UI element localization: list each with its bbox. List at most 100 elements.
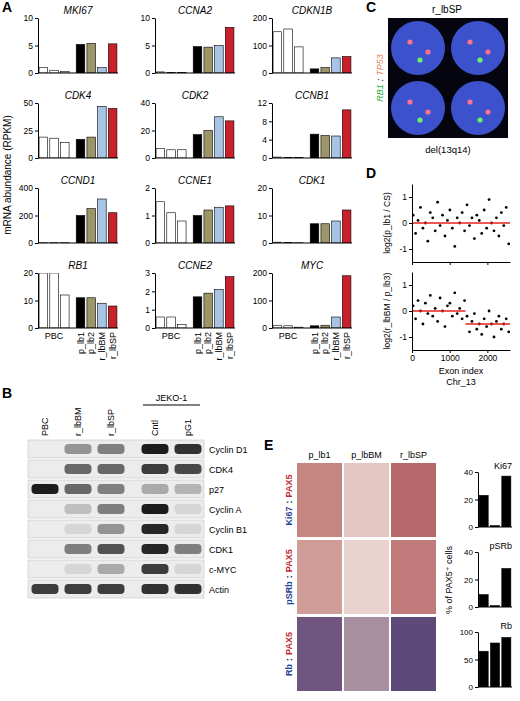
y-axis-line <box>38 104 39 159</box>
bars <box>39 106 117 158</box>
tick-mark <box>475 607 478 608</box>
y-axis-line <box>155 104 156 159</box>
tick-label: 8 <box>262 117 267 127</box>
tick: 50 <box>24 98 38 108</box>
tick: 400 <box>19 183 38 193</box>
y-axis-line <box>155 19 156 74</box>
plot-marks <box>412 198 510 248</box>
x-axis-line <box>413 350 511 351</box>
y-axis: 02040 <box>141 98 156 163</box>
plot-marks <box>412 291 510 338</box>
segment-line <box>412 311 510 324</box>
bar <box>321 224 330 243</box>
tick: 40 <box>464 548 478 557</box>
chart-title: CCNB1 <box>295 90 329 101</box>
tick: 0 <box>145 323 155 333</box>
tick-label: 0 <box>469 603 474 612</box>
x-axis-line <box>272 73 352 74</box>
bar-chart: 050100Rb <box>460 621 512 692</box>
tick-label: 400 <box>19 183 33 193</box>
tick-mark <box>35 73 38 74</box>
tick-mark <box>269 73 272 74</box>
tick-label: 10 <box>24 296 34 306</box>
ihc-image <box>297 540 342 614</box>
bar <box>39 273 48 328</box>
tick-mark <box>475 660 478 661</box>
tick-mark <box>475 552 478 553</box>
y-axis-line <box>412 185 413 263</box>
category-label: r_lbBM <box>331 332 341 361</box>
tick-mark <box>152 243 155 244</box>
column-label: p_lb1 <box>308 450 330 460</box>
tick-label: 0 <box>262 68 267 78</box>
point <box>495 216 498 219</box>
point <box>441 214 444 217</box>
tick-label: -1 <box>399 332 407 342</box>
probe-signal <box>485 49 490 54</box>
chart-title: RB1 <box>68 260 87 271</box>
y-axis: 012 <box>145 183 155 248</box>
blot-strip <box>28 520 204 538</box>
point <box>475 214 478 217</box>
blot-band <box>175 524 202 534</box>
tick: 20 <box>141 126 155 136</box>
blot-band <box>142 484 169 494</box>
tick-label: 50 <box>464 656 473 665</box>
blot-band <box>98 484 125 494</box>
blot-band <box>142 564 169 574</box>
blot-band <box>65 464 92 474</box>
point <box>422 323 425 326</box>
point <box>451 227 454 230</box>
probe-signal <box>477 117 482 122</box>
point <box>488 310 491 313</box>
point <box>424 302 427 305</box>
blot-row-label: CDK4 <box>209 465 233 475</box>
blot-strip <box>28 460 204 478</box>
bars <box>273 29 351 73</box>
x-axis-line <box>155 243 235 244</box>
blot-row-label: Cyclin A <box>209 505 242 515</box>
blot-band <box>175 464 202 474</box>
tick-mark <box>35 46 38 47</box>
bar-chart: 01020RB1PBCp_lb1p_lb2r_lbBMr_lbSP <box>24 260 118 361</box>
lane-label: pG1 <box>183 419 193 436</box>
bar <box>193 47 202 73</box>
tick: 20 <box>258 183 272 193</box>
bars <box>479 569 511 608</box>
tick-label: 0 <box>28 68 33 78</box>
tick: 1 <box>145 305 155 315</box>
tick: 100 <box>253 41 272 51</box>
bar-chart: 0100200CDKN1B <box>253 5 352 78</box>
tick-mark <box>269 243 272 244</box>
bar <box>50 273 59 328</box>
category-label: PBC <box>279 331 298 341</box>
point <box>448 302 451 305</box>
tick-mark <box>269 301 272 302</box>
tick-label: 50 <box>24 98 34 108</box>
point <box>493 336 496 339</box>
panel-letter: D <box>366 165 376 181</box>
ihc-image <box>391 463 436 537</box>
tick: 20 <box>24 268 38 278</box>
y-axis-line <box>155 189 156 244</box>
x-axis-line <box>155 73 235 74</box>
category-label: p_lb2 <box>320 332 330 354</box>
tick-mark <box>409 223 412 224</box>
tick-label: 0 <box>28 323 33 333</box>
bar-chart: 0510MKI67 <box>24 5 118 78</box>
probe-signal <box>407 39 412 44</box>
tick-mark <box>475 580 478 581</box>
tick-label: 1 <box>402 192 407 202</box>
probe-signal <box>467 99 472 104</box>
tick-mark <box>152 131 155 132</box>
tick-mark <box>35 243 38 244</box>
row-label-part: : <box>284 658 294 661</box>
tick-label: 100 <box>460 628 474 637</box>
tick-mark <box>409 249 412 250</box>
tick: 0 <box>262 153 272 163</box>
tick: 0 <box>28 153 38 163</box>
probe-signal <box>417 117 422 122</box>
y-axis-line <box>272 19 273 74</box>
tick: 0 <box>402 306 412 316</box>
bars <box>39 199 117 243</box>
